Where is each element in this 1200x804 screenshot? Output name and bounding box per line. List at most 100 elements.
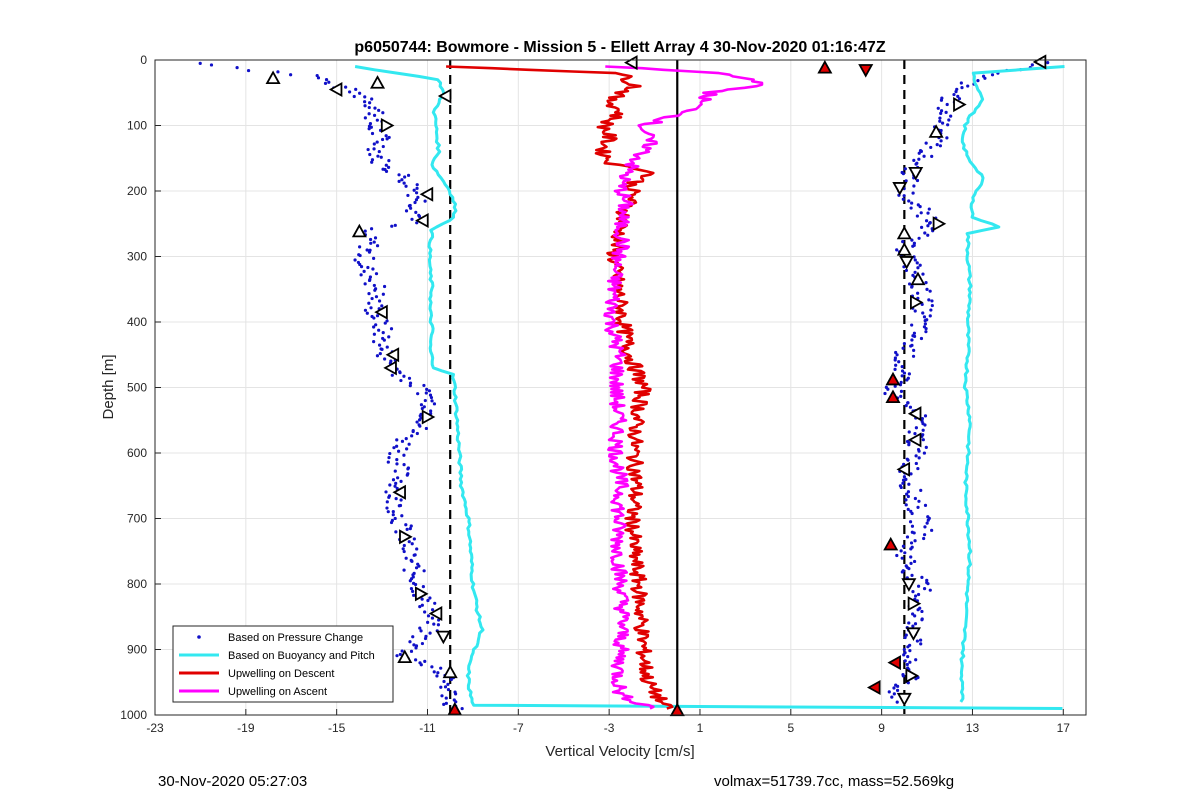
pressure-point — [375, 354, 380, 358]
pressure-point — [896, 684, 900, 688]
pressure-point — [905, 662, 909, 667]
pressure-point — [901, 346, 905, 350]
pressure-point — [913, 539, 917, 543]
pressure-point — [913, 614, 917, 618]
y-tick-label: 400 — [127, 315, 147, 329]
pressure-point — [910, 511, 914, 516]
pressure-point — [913, 432, 917, 436]
pressure-point — [435, 674, 439, 678]
pressure-point — [423, 199, 427, 203]
pressure-point — [922, 451, 926, 455]
pressure-point — [424, 426, 428, 431]
pressure-point — [372, 142, 376, 146]
pressure-point — [906, 507, 910, 511]
pressure-point — [371, 267, 375, 271]
pressure-point — [385, 500, 389, 504]
pressure-point — [906, 401, 910, 405]
waypoint-marker — [896, 461, 911, 477]
pressure-point — [380, 347, 384, 351]
pressure-point — [381, 144, 385, 149]
pressure-point — [976, 79, 980, 83]
pressure-point — [410, 217, 414, 221]
pressure-point — [920, 225, 924, 229]
pressure-point — [402, 181, 406, 185]
pressure-point — [916, 466, 920, 471]
pressure-point — [901, 172, 906, 176]
pressure-point — [378, 351, 382, 356]
pressure-point — [395, 462, 399, 466]
pressure-point — [363, 95, 367, 99]
pressure-point — [916, 584, 921, 588]
y-axis-label: Depth [m] — [100, 354, 117, 419]
pressure-point — [370, 160, 374, 164]
pressure-point — [966, 84, 970, 88]
pressure-point — [928, 588, 932, 592]
pressure-point — [919, 642, 923, 646]
pressure-point — [446, 687, 451, 692]
pressure-point — [388, 451, 392, 456]
pressure-point — [399, 479, 403, 483]
pressure-point — [924, 327, 928, 331]
pressure-point — [353, 258, 357, 262]
pressure-point — [912, 559, 917, 564]
pressure-point — [410, 434, 414, 438]
pressure-point — [923, 525, 927, 529]
pressure-point — [415, 547, 419, 551]
pressure-point — [385, 319, 389, 323]
pressure-point — [375, 244, 380, 248]
pressure-point — [400, 649, 404, 653]
pressure-point — [439, 666, 443, 670]
pressure-point — [368, 122, 373, 126]
pressure-point — [453, 692, 458, 696]
pressure-point — [382, 338, 386, 342]
pressure-point — [402, 453, 406, 457]
waypoint-marker — [415, 212, 429, 229]
pressure-point — [416, 195, 420, 199]
pressure-point — [887, 690, 891, 694]
pressure-point — [402, 374, 406, 378]
pressure-point — [929, 308, 933, 312]
pressure-point — [442, 679, 446, 684]
pressure-point — [1046, 60, 1050, 65]
pressure-point — [323, 81, 328, 85]
pressure-point — [385, 345, 389, 349]
pressure-point — [893, 367, 897, 371]
pressure-point — [910, 323, 914, 327]
pressure-point — [920, 417, 924, 421]
pressure-point — [421, 585, 425, 589]
waypoint-marker — [328, 81, 343, 98]
pressure-point — [923, 423, 927, 427]
pressure-point — [358, 91, 362, 95]
pressure-point — [397, 179, 401, 183]
pressure-point — [918, 204, 922, 209]
pressure-point — [918, 263, 922, 267]
pressure-point — [414, 658, 418, 662]
pressure-point — [384, 169, 389, 173]
pressure-point — [391, 510, 395, 514]
x-axis-label: Vertical Velocity [cm/s] — [545, 743, 694, 760]
pressure-point — [414, 646, 418, 650]
waypoint-marker — [896, 225, 912, 240]
y-tick-label: 500 — [127, 381, 147, 395]
pressure-point — [903, 659, 907, 663]
pressure-point — [412, 643, 416, 647]
pressure-point — [377, 299, 382, 303]
pressure-point — [372, 283, 376, 288]
pressure-point — [900, 556, 904, 560]
pressure-point — [911, 191, 915, 195]
pressure-point — [420, 603, 424, 607]
waypoint-marker — [385, 347, 400, 363]
pressure-point — [913, 309, 917, 313]
pressure-point — [917, 456, 921, 460]
pressure-point — [372, 147, 376, 151]
buoyancy-pitch-line — [354, 65, 1063, 710]
pressure-point — [442, 702, 446, 707]
pressure-point — [393, 516, 397, 521]
pressure-point — [422, 569, 426, 573]
pressure-point — [380, 304, 384, 308]
pressure-point — [915, 214, 919, 218]
pressure-point — [923, 414, 928, 418]
pressure-point — [897, 360, 901, 364]
pressure-point — [412, 593, 416, 597]
pressure-point — [358, 253, 362, 258]
